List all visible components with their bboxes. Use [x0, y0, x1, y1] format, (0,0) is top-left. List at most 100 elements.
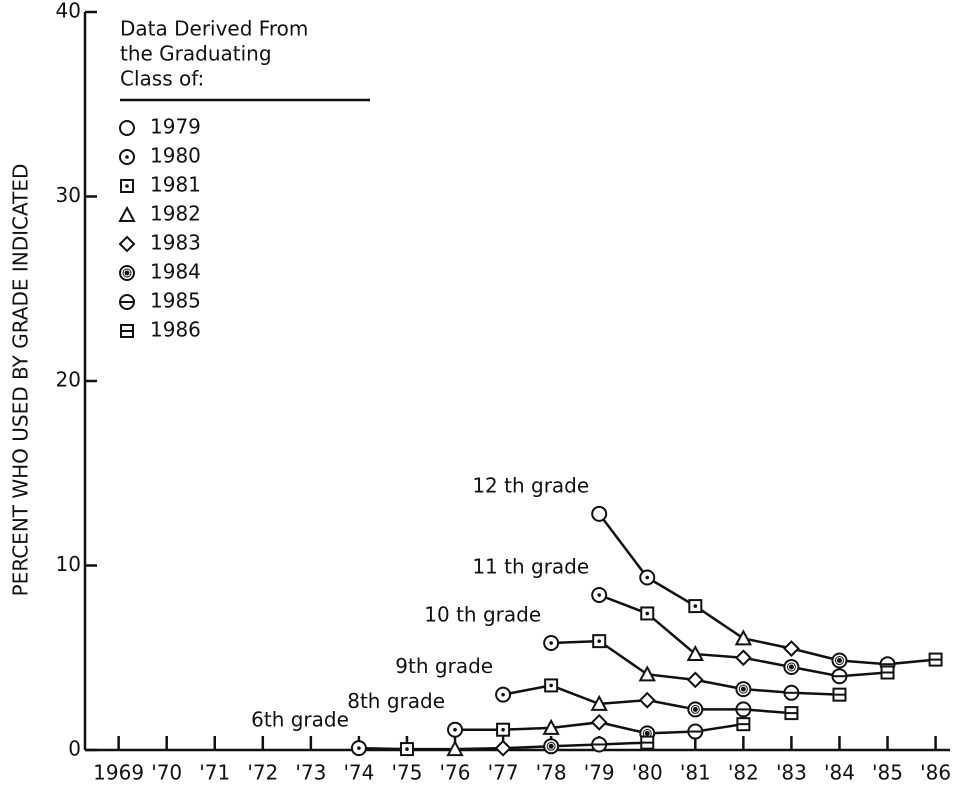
- legend-title: Class of:: [120, 67, 204, 91]
- point: [735, 681, 752, 698]
- series-label: 10 th grade: [424, 602, 541, 626]
- point: [496, 722, 511, 737]
- legend-marker: [120, 324, 134, 338]
- point: [447, 721, 464, 738]
- x-tick-label: '71: [199, 761, 230, 785]
- point: [734, 629, 753, 646]
- marker-part: [122, 268, 132, 278]
- marker-part: [124, 270, 130, 276]
- marker-part: [501, 692, 505, 697]
- x-tick-label: '83: [776, 761, 807, 785]
- legend-marker: [119, 120, 135, 136]
- point: [542, 718, 560, 735]
- y-tick-label: 30: [56, 183, 81, 207]
- point: [592, 634, 607, 649]
- marker-part: [119, 120, 135, 136]
- legend-title: Data Derived From: [120, 17, 308, 41]
- point: [543, 738, 560, 755]
- point: [591, 587, 608, 604]
- marker-part: [644, 730, 650, 736]
- point: [783, 658, 800, 675]
- legend-label: 1986: [150, 318, 201, 342]
- x-tick-label: '79: [584, 761, 615, 785]
- marker-part: [740, 686, 746, 692]
- point: [928, 652, 943, 667]
- series-label: 12 th grade: [472, 473, 589, 497]
- legend-label: 1980: [150, 144, 201, 168]
- x-tick-label: '75: [391, 761, 422, 785]
- marker-part: [125, 184, 129, 188]
- marker-part: [549, 641, 553, 645]
- legend-label: 1979: [150, 115, 201, 139]
- marker-part: [645, 611, 650, 616]
- point: [638, 691, 656, 709]
- point: [784, 706, 799, 721]
- marker-part: [118, 235, 136, 253]
- legend-marker: [118, 235, 136, 253]
- point: [736, 717, 751, 732]
- point: [495, 686, 512, 703]
- marker-part: [734, 629, 753, 646]
- x-tick-label: '85: [872, 761, 903, 785]
- y-axis-label: PERCENT WHO USED BY GRADE INDICATED: [9, 164, 33, 597]
- y-tick-label: 40: [56, 0, 81, 23]
- point: [832, 687, 847, 702]
- marker-part: [590, 713, 608, 731]
- y-tick-label: 20: [56, 368, 81, 392]
- point: [494, 739, 512, 757]
- y-tick-label: 0: [68, 737, 81, 761]
- point: [735, 701, 752, 718]
- x-tick-label: '74: [343, 761, 374, 785]
- x-tick-label: '72: [247, 761, 278, 785]
- point: [686, 644, 704, 662]
- marker-part: [638, 665, 656, 682]
- legend-marker: [119, 149, 135, 165]
- point: [687, 723, 704, 740]
- marker-part: [734, 649, 752, 667]
- point: [591, 736, 608, 753]
- point: [640, 606, 655, 621]
- marker-part: [686, 671, 704, 689]
- point: [831, 668, 848, 685]
- series-label: 6th grade: [251, 708, 349, 732]
- series-label: 8th grade: [347, 689, 445, 713]
- marker-part: [549, 683, 553, 688]
- marker-part: [542, 718, 560, 735]
- marker-part: [836, 658, 842, 664]
- marker-part: [597, 639, 601, 643]
- point: [831, 652, 848, 669]
- marker-part: [591, 505, 608, 522]
- marker-part: [597, 593, 601, 597]
- marker-part: [453, 727, 457, 732]
- legend-marker: [119, 294, 135, 310]
- x-tick-label: '70: [151, 761, 182, 785]
- legend-marker: [120, 179, 134, 193]
- marker-part: [638, 691, 656, 709]
- series-label: 9th grade: [395, 654, 493, 678]
- marker-part: [125, 155, 129, 159]
- series-line: [598, 513, 936, 666]
- marker-part: [686, 644, 704, 662]
- marker-part: [788, 664, 794, 670]
- marker-part: [118, 205, 136, 222]
- marker-part: [693, 604, 698, 608]
- marker-part: [405, 747, 409, 751]
- marker-part: [494, 739, 512, 757]
- marker-part: [645, 575, 650, 580]
- marker-part: [446, 739, 464, 757]
- x-tick-label: 1969: [93, 761, 144, 785]
- marker-part: [501, 727, 505, 732]
- point: [880, 665, 895, 680]
- point: [543, 634, 560, 651]
- point: [783, 684, 800, 701]
- point: [350, 740, 367, 757]
- point: [734, 649, 752, 667]
- point: [639, 569, 656, 586]
- marker-part: [690, 704, 700, 714]
- point: [688, 599, 703, 614]
- x-tick-label: '82: [728, 761, 759, 785]
- legend-label: 1982: [150, 202, 201, 226]
- point: [446, 739, 464, 757]
- point: [783, 640, 800, 657]
